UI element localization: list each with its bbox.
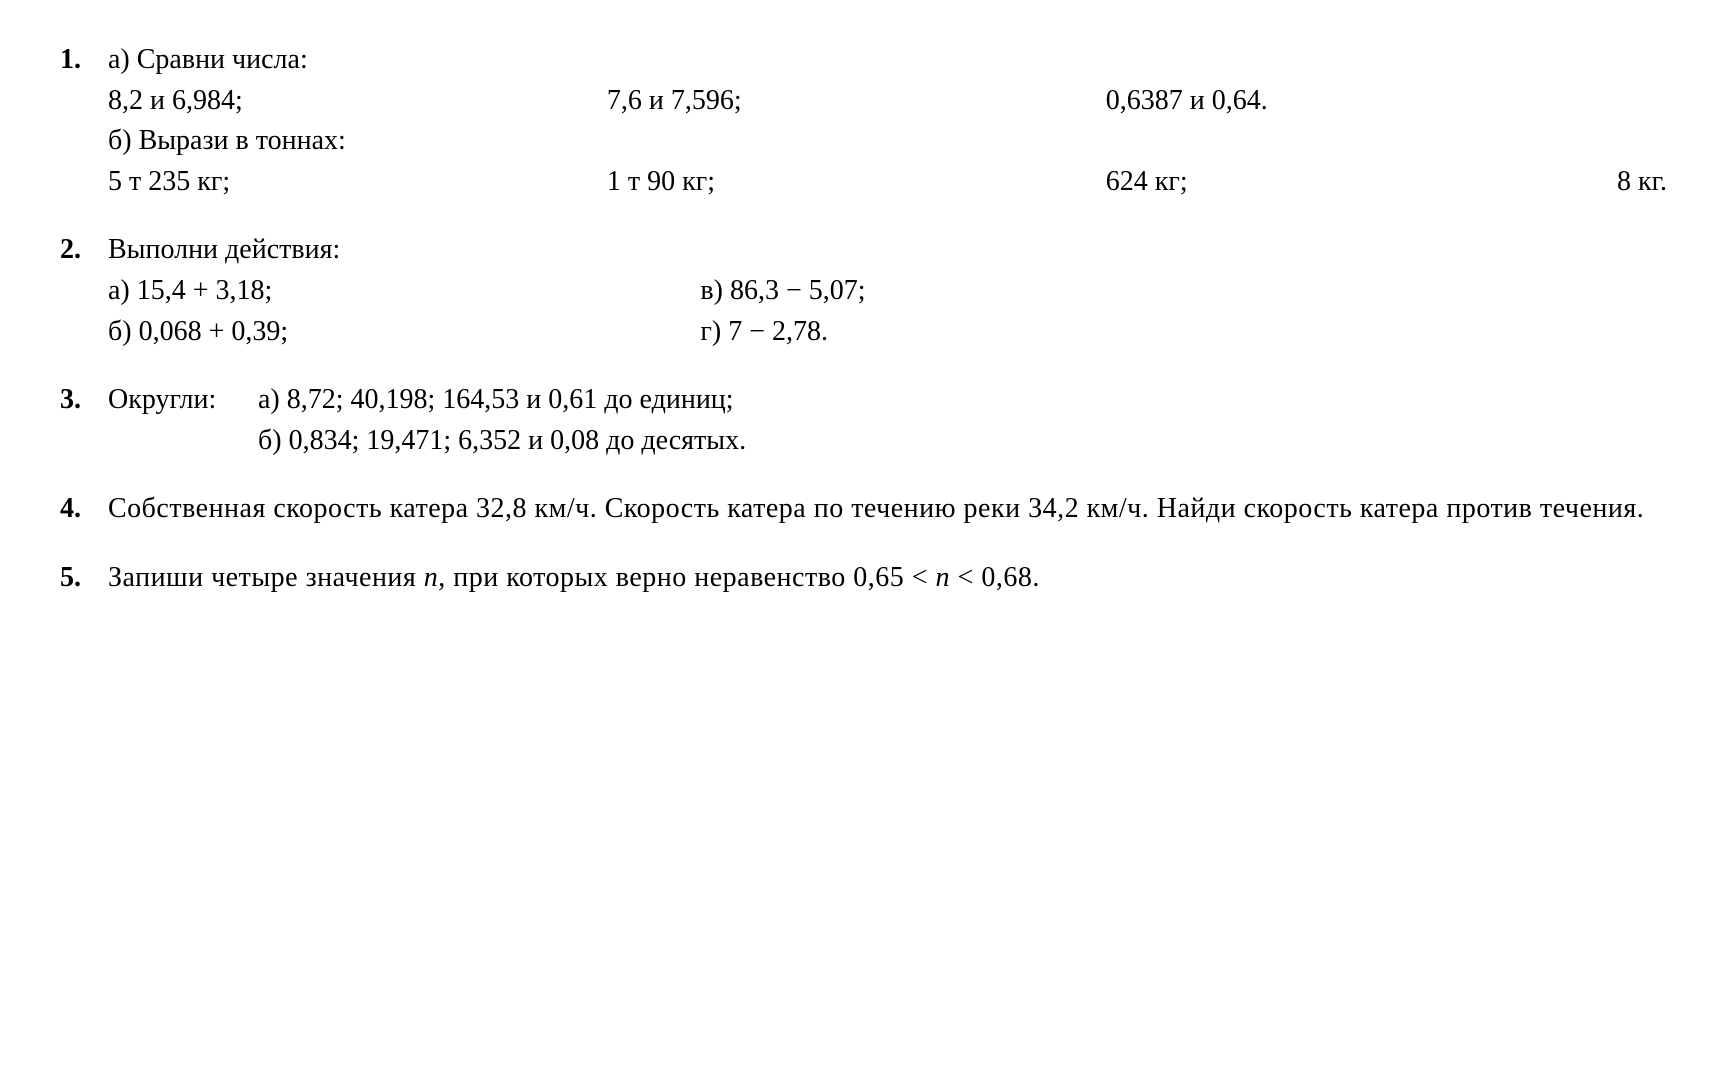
p2-a: а) 15,4 + 3,18; (108, 271, 700, 312)
p2-row2: б) 0,068 + 0,39; г) 7 − 2,78. (108, 312, 1667, 353)
p1-a-item: 7,6 и 7,596; (607, 81, 1106, 122)
problem-number: 4. (60, 489, 108, 530)
p5-text-before: Запиши четыре значения (108, 562, 424, 593)
p4-text: Собственная скорость катера 32,8 км/ч. С… (108, 493, 1644, 524)
p2-b: б) 0,068 + 0,39; (108, 312, 700, 353)
p1-b-label: б) Вырази в тоннах: (108, 121, 1667, 162)
p5-text-after: < 0,68. (950, 562, 1040, 593)
problem-number: 1. (60, 40, 108, 202)
p1-a-item: 0,6387 и 0,64. (1106, 81, 1667, 122)
p2-row1: а) 15,4 + 3,18; в) 86,3 − 5,07; (108, 271, 1667, 312)
p3-a: а) 8,72; 40,198; 164,53 и 0,61 до единиц… (258, 380, 734, 421)
problem-4: 4. Собственная скорость катера 32,8 км/ч… (60, 489, 1667, 530)
p3-line1: Округли: а) 8,72; 40,198; 164,53 и 0,61 … (108, 380, 1667, 421)
p2-g: г) 7 − 2,78. (700, 312, 1480, 353)
problem-content: Собственная скорость катера 32,8 км/ч. С… (108, 489, 1667, 530)
problem-2: 2. Выполни действия: а) 15,4 + 3,18; в) … (60, 230, 1667, 352)
p5-var: n (424, 562, 439, 593)
problem-5: 5. Запиши четыре значения n, при которых… (60, 558, 1667, 599)
p3-b: б) 0,834; 19,471; 6,352 и 0,08 до десяты… (258, 421, 746, 462)
p1-b-row: 5 т 235 кг; 1 т 90 кг; 624 кг; 8 кг. (108, 162, 1667, 203)
p2-label: Выполни действия: (108, 230, 1667, 271)
problem-content: а) Сравни числа: 8,2 и 6,984; 7,6 и 7,59… (108, 40, 1667, 202)
problem-number: 2. (60, 230, 108, 352)
p3-label: Округли: (108, 380, 258, 421)
p1-b-item: 624 кг; (1106, 162, 1433, 203)
problem-3: 3. Округли: а) 8,72; 40,198; 164,53 и 0,… (60, 380, 1667, 461)
p1-b-item: 1 т 90 кг; (607, 162, 1106, 203)
p1-a-item: 8,2 и 6,984; (108, 81, 607, 122)
problem-content: Запиши четыре значения n, при которых ве… (108, 558, 1667, 599)
p5-text-mid: , при которых верно неравенство 0,65 < (438, 562, 935, 593)
p1-b-item: 5 т 235 кг; (108, 162, 607, 203)
problem-content: Округли: а) 8,72; 40,198; 164,53 и 0,61 … (108, 380, 1667, 461)
problem-number: 5. (60, 558, 108, 599)
p1-a-row: 8,2 и 6,984; 7,6 и 7,596; 0,6387 и 0,64. (108, 81, 1667, 122)
p1-a-label: а) Сравни числа: (108, 40, 1667, 81)
p3-line2: б) 0,834; 19,471; 6,352 и 0,08 до десяты… (108, 421, 1667, 462)
p2-v: в) 86,3 − 5,07; (700, 271, 1480, 312)
problem-content: Выполни действия: а) 15,4 + 3,18; в) 86,… (108, 230, 1667, 352)
p5-var2: n (936, 562, 951, 593)
problem-1: 1. а) Сравни числа: 8,2 и 6,984; 7,6 и 7… (60, 40, 1667, 202)
p1-b-item: 8 кг. (1433, 162, 1667, 203)
problem-number: 3. (60, 380, 108, 461)
p3-spacer (108, 421, 258, 462)
